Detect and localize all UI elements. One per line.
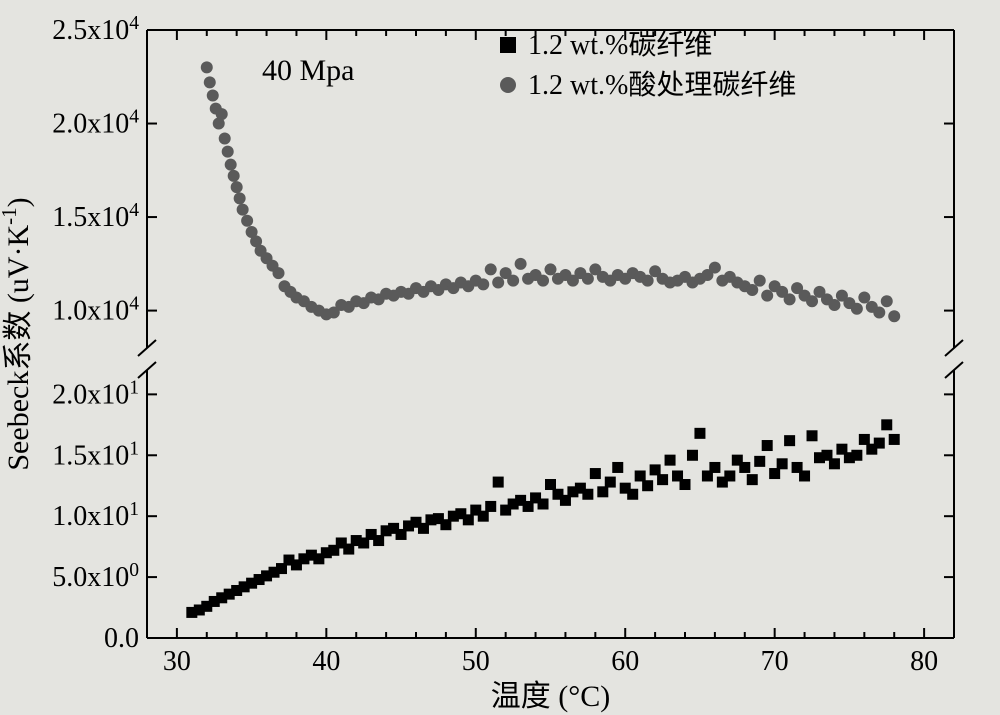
svg-text:Seebeck系数 (uV·K-1): Seebeck系数 (uV·K-1) (0, 197, 35, 470)
svg-text:2.0x101: 2.0x101 (52, 377, 139, 411)
svg-text:40: 40 (312, 646, 340, 677)
svg-text:1.5x104: 1.5x104 (52, 200, 139, 234)
svg-text:40 Mpa: 40 Mpa (262, 54, 355, 87)
svg-text:1.2 wt.%酸处理碳纤维: 1.2 wt.%酸处理碳纤维 (528, 69, 796, 101)
svg-text:温度 (°C): 温度 (°C) (491, 680, 611, 713)
series-carbon-fiber (186, 419, 899, 618)
svg-text:1.5x101: 1.5x101 (52, 438, 139, 472)
svg-text:0.0: 0.0 (104, 623, 139, 654)
svg-text:50: 50 (462, 646, 490, 677)
svg-text:70: 70 (761, 646, 789, 677)
svg-text:5.0x100: 5.0x100 (52, 560, 139, 594)
svg-text:2.0x104: 2.0x104 (52, 106, 139, 140)
svg-text:60: 60 (611, 646, 639, 677)
svg-text:80: 80 (910, 646, 938, 677)
svg-text:1.0x101: 1.0x101 (52, 499, 139, 533)
svg-text:2.5x104: 2.5x104 (52, 13, 139, 47)
svg-text:30: 30 (163, 646, 191, 677)
svg-text:1.2 wt.%碳纤维: 1.2 wt.%碳纤维 (528, 29, 712, 61)
seebeck-chart: 30 40 50 60 70 80 1.0x104 1.5x104 2.0x104 2.5x104… (0, 0, 1000, 715)
svg-text:1.0x104: 1.0x104 (52, 293, 139, 327)
